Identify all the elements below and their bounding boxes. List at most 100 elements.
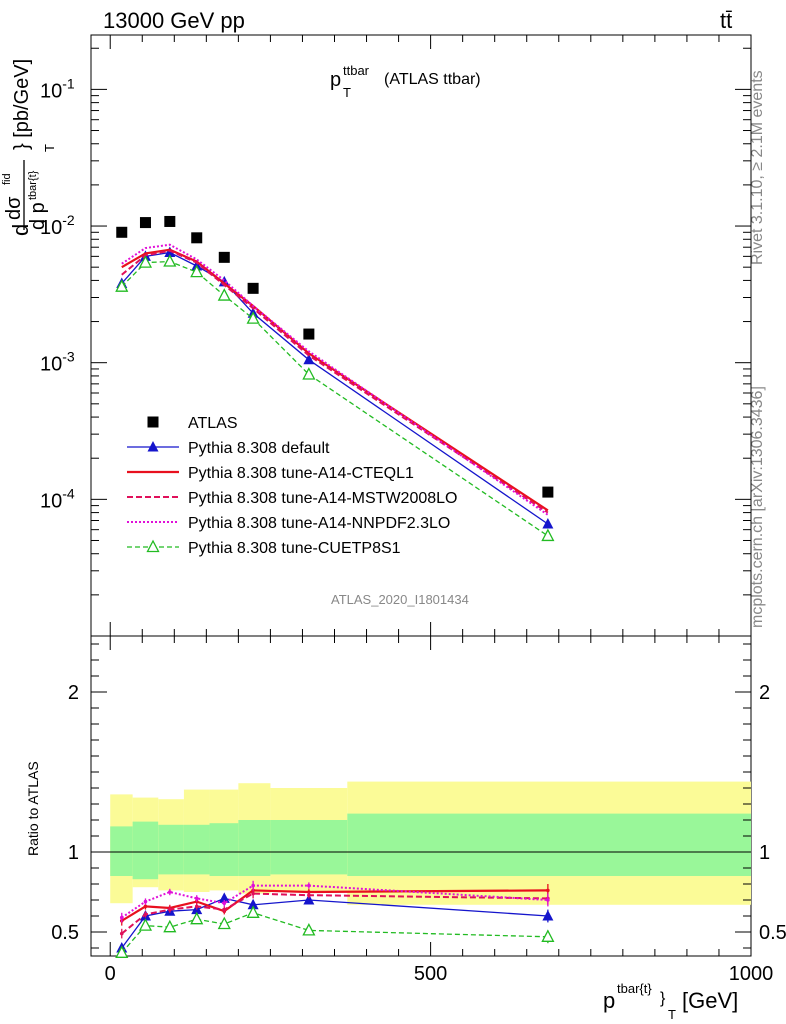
legend-marker [147,441,159,452]
ratio-data-point [307,883,311,888]
ratio-data-point [190,911,204,925]
ylabel-dp: d p [27,202,49,230]
data-point [303,353,315,365]
data-point [139,217,151,229]
legend-label: Pythia 8.308 tune-A14-MSTW2008LO [188,490,457,507]
data-point [541,528,555,542]
x-tick-label: 1000 [729,963,774,985]
band-inner-bin [270,820,348,875]
band-inner-bin [183,824,210,875]
ratio-data-point [303,894,315,905]
ratio-data-point [218,892,230,903]
x-axis-label: p tbar{t} } T [GeV] [603,981,738,1022]
data-point [164,215,176,227]
data-point [115,279,129,292]
band-inner-bin [132,821,159,880]
title-rest: (ATLAS ttbar) [384,71,481,88]
data-point [190,264,204,278]
ratio-data-point [168,907,172,912]
ratio-data-point [143,899,148,904]
ratio-data-point [246,905,260,918]
header-right: tt̄ [720,8,732,33]
x-tick-label: 0 [105,963,116,985]
data-point [303,328,315,340]
x-tick-label: 500 [414,963,447,985]
xlabel-p: p [603,988,615,1013]
side-mcplots-text: mcplots.cern.ch [arXiv:1306.3436] [749,386,766,628]
ratio-data-point [247,898,259,910]
ratio-data-point [115,945,129,958]
series-line [121,248,549,512]
data-point [542,486,554,498]
band-inner-bin [209,823,239,876]
legend-label: Pythia 8.308 tune-CUETP8S1 [188,540,401,557]
legend-label: ATLAS [188,415,238,432]
ratio-data-point [222,907,227,912]
ratio-data-point [546,888,550,893]
ratio-data-point [307,893,311,897]
data-point [246,311,260,324]
xlabel-sub: } [660,990,666,1007]
ratio-series-group [115,880,555,958]
ratio-data-point [138,918,153,931]
data-point [191,232,203,244]
data-point [218,251,230,263]
ratio-data-point [143,904,148,909]
xlabel-sup: tbar{t} [617,981,652,996]
ratio-y-tick-label-left: 0.5 [51,922,79,944]
ratio-data-point [217,916,231,930]
title-p: p [330,69,341,91]
band-inner-bin [110,826,133,876]
axis-ticks: 0 500 1000 10-4 10-3 10-2 10-1 0.5 0.5 1 1 2 2 [40,35,786,985]
ratio-data-point [541,929,555,942]
y-tick-label: 10-2 [40,212,75,239]
ratio-data-point [194,904,199,909]
ratio-data-point [302,922,316,936]
y-tick-label: 10-4 [40,485,75,512]
ratio-y-tick-label-right: 2 [759,682,770,704]
y-tick-label: 10-1 [40,75,75,102]
main-title: p ttbar T (ATLAS ttbar) [330,63,481,100]
top-y-label: d dσ fid d p tbar{t} T } [pb/GeV] [1,59,57,236]
header-left: 13000 GeV pp [103,8,245,33]
ratio-uncertainty-bands [91,781,751,905]
series-line [121,243,549,516]
series-line [121,260,549,537]
analysis-id: ATLAS_2020_I1801434 [331,592,469,607]
ratio-data-point [542,910,554,921]
ratio-data-point [168,890,172,894]
legend-marker [147,416,159,428]
ratio-series-line [121,892,548,935]
legend: ATLAS Pythia 8.308 default Pythia 8.308 tu… [127,415,457,557]
ylabel-T: T [42,144,57,152]
data-point [302,367,316,380]
band-inner-bin [347,813,751,876]
y-tick-label: 10-3 [40,349,75,376]
xlabel-T: T [668,1007,676,1022]
ratio-series-line [121,889,548,922]
top-series-group [115,215,555,542]
legend-label: Pythia 8.308 tune-A14-CTEQL1 [188,465,414,482]
ylabel-d1: d [8,224,33,236]
legend-marker [146,539,160,553]
ratio-data-point [119,931,124,936]
series-line [121,249,549,514]
ratio-data-point [251,891,255,896]
ratio-data-point [194,896,199,901]
ylabel-unit: } [pb/GeV] [11,59,33,150]
ratio-y-tick-label-right: 1 [759,842,770,864]
ratio-y-tick-label-right: 0.5 [759,922,786,944]
band-inner-bin [238,820,271,876]
ratio-data-point [251,883,255,888]
band-inner-bin [158,824,184,875]
ratio-series-line [121,897,548,949]
data-point [163,254,177,267]
ylabel-sub: tbar{t} [27,170,39,200]
data-point [542,518,554,529]
ratio-data-point [222,901,227,905]
ratio-y-tick-label-left: 1 [68,842,79,864]
ylabel-fid: fid [1,173,13,185]
side-rivet-text: Rivet 3.1.10, ≥ 2.1M events [749,70,766,265]
data-point [217,288,231,301]
